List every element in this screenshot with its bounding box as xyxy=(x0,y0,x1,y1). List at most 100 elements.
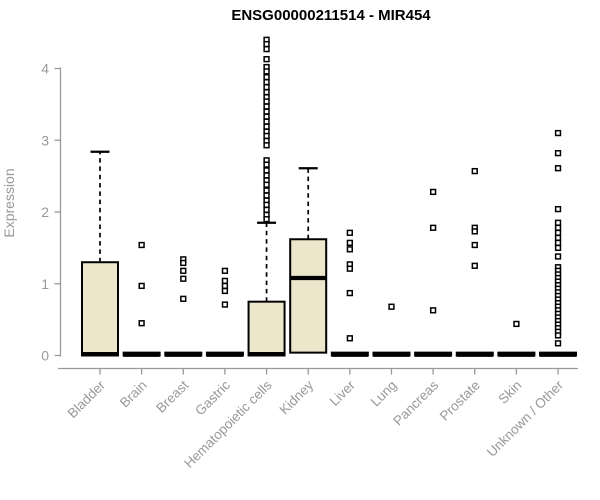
outlier-point xyxy=(221,301,229,308)
boxplot-pancreas xyxy=(414,188,453,357)
outlier-point xyxy=(471,228,478,235)
outlier-point xyxy=(429,307,437,314)
outlier-point xyxy=(346,289,353,297)
outlier-point xyxy=(346,335,353,342)
box xyxy=(247,300,286,357)
outlier-point xyxy=(180,259,187,267)
outlier-point xyxy=(471,167,478,175)
outlier-point xyxy=(263,167,270,174)
outlier-point xyxy=(263,187,270,194)
outlier-point xyxy=(471,241,478,249)
outlier-point xyxy=(263,45,270,53)
outlier-point xyxy=(513,320,520,328)
y-tick-label: 1 xyxy=(41,276,49,292)
x-category-label: Pancreas xyxy=(390,377,441,428)
x-category-label: Breast xyxy=(153,377,191,415)
x-category-label: Bladder xyxy=(65,377,109,421)
boxplot-skin xyxy=(497,320,536,357)
y-axis-label: Expression xyxy=(1,168,17,237)
boxplot-lung xyxy=(372,303,411,357)
outlier-point xyxy=(221,282,229,290)
outlier-point xyxy=(554,340,562,347)
outlier-point xyxy=(221,267,229,274)
outlier-point xyxy=(221,287,229,295)
outlier-point xyxy=(554,253,562,260)
outlier-point xyxy=(138,241,145,249)
outlier-point xyxy=(263,132,270,140)
x-category-label: Kidney xyxy=(277,377,317,417)
outlier-point xyxy=(263,68,270,75)
boxplot-breast xyxy=(164,256,203,357)
boxplot-bladder xyxy=(81,150,119,357)
boxplots-layer xyxy=(81,36,578,357)
boxplot-brain xyxy=(122,241,161,357)
outlier-point xyxy=(263,172,270,179)
outlier-point xyxy=(180,295,187,302)
x-category-label: Unknown / Other xyxy=(484,377,567,460)
x-category-label: Lung xyxy=(368,378,400,410)
boxplot-gastric xyxy=(205,267,244,357)
outlier-point xyxy=(263,78,270,86)
outlier-point xyxy=(554,332,562,339)
boxplot-liver xyxy=(330,229,369,357)
outlier-point xyxy=(221,277,229,285)
x-category-label: Brain xyxy=(117,378,150,411)
outlier-point xyxy=(554,239,562,247)
outlier-point xyxy=(263,201,270,208)
boxplot-unknown-other xyxy=(539,129,578,357)
outlier-point xyxy=(263,206,270,213)
outlier-point xyxy=(388,303,395,310)
outlier-point xyxy=(180,267,187,274)
x-category-label: Prostate xyxy=(437,378,483,424)
y-tick-label: 2 xyxy=(41,204,49,220)
box xyxy=(289,238,328,354)
boxplot-prostate xyxy=(455,167,494,357)
outlier-point xyxy=(554,224,562,231)
outlier-point xyxy=(346,265,353,272)
outlier-point xyxy=(263,118,270,125)
y-tick-label: 3 xyxy=(41,132,49,148)
outlier-point xyxy=(429,188,437,196)
outlier-point xyxy=(263,40,270,48)
outlier-point xyxy=(138,282,145,290)
outlier-point xyxy=(346,229,353,236)
x-category-label: Skin xyxy=(495,378,524,407)
outlier-point xyxy=(263,216,270,223)
outlier-point xyxy=(554,165,562,172)
outlier-point xyxy=(263,56,270,63)
outlier-point xyxy=(263,113,270,120)
outlier-point xyxy=(554,234,562,241)
outlier-point xyxy=(346,239,353,247)
outlier-point xyxy=(263,84,270,91)
box xyxy=(81,261,119,357)
outlier-point xyxy=(554,150,562,157)
outlier-point xyxy=(263,108,270,115)
outlier-point xyxy=(263,89,270,96)
outlier-point xyxy=(180,275,187,282)
outlier-point xyxy=(346,246,353,253)
outlier-point xyxy=(263,181,270,188)
outlier-point xyxy=(263,142,270,149)
outlier-point xyxy=(429,224,437,231)
outlier-point xyxy=(471,262,478,269)
outlier-point xyxy=(263,161,270,168)
x-category-label: Liver xyxy=(327,377,359,409)
outlier-point xyxy=(554,219,562,226)
outlier-point xyxy=(263,123,270,130)
outlier-point xyxy=(554,129,562,137)
y-tick-label: 4 xyxy=(41,61,49,77)
outlier-point xyxy=(263,103,270,110)
outlier-point xyxy=(554,244,562,252)
chart-title: ENSG00000211514 - MIR454 xyxy=(231,7,431,24)
boxplot-kidney xyxy=(289,167,328,354)
boxplot-hematopoietic-cells xyxy=(247,36,286,357)
y-tick-label: 0 xyxy=(41,348,49,364)
x-category-label: Gastric xyxy=(192,377,233,418)
outlier-point xyxy=(263,98,270,105)
outlier-point xyxy=(554,205,562,213)
outlier-point xyxy=(263,192,270,199)
outlier-point xyxy=(554,229,562,236)
outlier-point xyxy=(138,320,145,327)
